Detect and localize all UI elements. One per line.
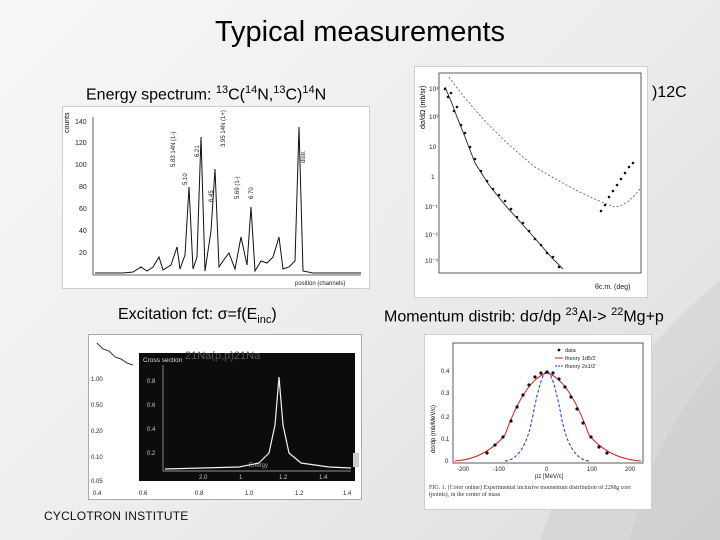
energy-y-tick: 120 (75, 140, 87, 147)
angular-caption-fragment: )12C (652, 84, 687, 101)
excitation-inset-x-tick: 1.4 (319, 475, 328, 481)
momentum-x-tick: 200 (625, 467, 636, 473)
momentum-theory-red (454, 372, 642, 462)
energy-peak-label: 5.10 (183, 173, 189, 185)
excitation-x-tick: 0.4 (93, 491, 102, 497)
energy-y-tick: 80 (79, 184, 87, 191)
footer-institute: CYCLOTRON INSTITUTE (44, 509, 189, 523)
momentum-distribution-chart: dσ/dp (mb/MeV/c) 0.4 0.3 0.2 0.1 0 -200 … (424, 334, 652, 510)
excitation-inset-x-tick: 1.2 (279, 475, 288, 481)
excitation-back-y-tick: 0.05 (91, 479, 103, 485)
excitation-x-tick: 1.4 (343, 491, 352, 497)
excitation-back-y-tick: 0.50 (91, 403, 103, 409)
angular-data-points (443, 87, 635, 269)
energy-y-label: counts (64, 112, 71, 133)
momentum-x-tick: -100 (493, 467, 506, 473)
angular-y-tick: 1 (431, 174, 435, 181)
energy-peak-label: 6.45 (209, 190, 215, 202)
energy-peak-label: 6.70 (249, 187, 255, 199)
momentum-y-label: dσ/dp (mb/MeV/c) (431, 405, 437, 453)
momentum-y-tick: 0 (445, 459, 449, 465)
energy-y-tick: 60 (79, 206, 87, 213)
excitation-inset-y-tick: 0.4 (147, 427, 156, 433)
excitation-x-tick: 1.2 (295, 491, 304, 497)
excitation-function-chart: 1.00 0.50 0.20 0.10 0.05 Cross section 0… (88, 334, 362, 500)
excitation-inset-y-tick: 0.2 (147, 451, 156, 457)
excitation-inset-x-tick: 1 (239, 475, 243, 481)
momentum-legend-item: theory 1d5/2 (565, 356, 596, 362)
excitation-back-y-tick: 0.20 (91, 429, 103, 435)
excitation-inset-x-label: Energy (249, 463, 268, 469)
angular-distribution-chart: dσ/dΩ (mb/sr) 10³ 10² 10 1 10⁻¹ 10⁻² 10⁻… (414, 66, 648, 298)
angular-y-tick: 10³ (429, 86, 439, 93)
energy-peak-label: 6.21 (195, 145, 201, 157)
momentum-x-label: pz [MeV/c] (535, 474, 564, 480)
momentum-legend-item: theory 2s1/2 (565, 364, 595, 370)
energy-peak-label: 5.69 (1-) (235, 176, 241, 199)
energy-spectrum-chart: counts 140 120 100 80 60 40 20 5.83 14N … (62, 106, 370, 289)
energy-peak-label: 5.83 14N (1-) (171, 132, 177, 167)
momentum-y-tick: 0.2 (441, 415, 450, 421)
excitation-inset-title: Cross section (143, 357, 183, 364)
slide-title: Typical measurements (214, 16, 506, 48)
excitation-resonance-curve (164, 376, 352, 470)
angular-y-tick: 10 (429, 144, 437, 151)
momentum-x-tick: 0 (545, 467, 549, 473)
excitation-inset-panel (139, 353, 355, 481)
excitation-back-y-tick: 1.00 (91, 377, 103, 383)
momentum-caption: Momentum distrib: dσ/dp 23Al-> 22Mg+p (384, 306, 664, 326)
angular-fit-curve (444, 86, 564, 270)
energy-peak-label: distr. (301, 150, 307, 163)
angular-y-tick: 10² (429, 114, 439, 121)
momentum-legend: data theory 1d5/2 theory 2s1/2 (555, 348, 596, 370)
excitation-x-tick: 0.8 (195, 491, 204, 497)
angular-dashed-curve (448, 76, 642, 208)
momentum-theory-blue (504, 370, 590, 462)
angular-y-tick: 10⁻² (425, 232, 439, 239)
excitation-inset-y-tick: 0.6 (147, 403, 156, 409)
excitation-x-tick: 0.6 (139, 491, 148, 497)
momentum-y-tick: 0.1 (441, 437, 450, 443)
angular-y-tick: 10⁻³ (425, 258, 439, 265)
energy-spectrum-trace (95, 126, 361, 274)
momentum-y-tick: 0.4 (441, 369, 450, 375)
excitation-inset-y-tick: 0.8 (147, 379, 156, 385)
momentum-data-points (485, 370, 609, 455)
momentum-figure-caption: FIG. 1. (Color online) Experimental incl… (429, 485, 631, 498)
energy-y-tick: 40 (79, 228, 87, 235)
energy-y-tick: 140 (75, 119, 87, 126)
energy-y-tick: 100 (75, 162, 87, 169)
excitation-x-tick: 1.0 (245, 491, 254, 497)
energy-x-label: position (channels) (295, 281, 345, 287)
energy-spectrum-caption: Energy spectrum: 13C(14N,13C)14N (86, 84, 327, 104)
excitation-inset-x-tick: 2.0 (199, 475, 208, 481)
momentum-y-tick: 0.3 (441, 391, 450, 397)
excitation-overlay-caption: 21Na(p,p)21Na (185, 350, 261, 362)
angular-y-tick: 10⁻¹ (425, 204, 439, 211)
energy-y-tick: 20 (79, 250, 87, 257)
angular-y-label: dσ/dΩ (mb/sr) (420, 86, 427, 129)
excitation-caption: Excitation fct: σ=f(Einc) (118, 306, 277, 327)
momentum-legend-item: data (565, 348, 577, 354)
excitation-back-y-tick: 0.10 (91, 455, 103, 461)
angular-x-label: θc.m. (deg) (595, 284, 630, 291)
energy-peak-label: 3.95 14N (1+) (221, 110, 227, 147)
momentum-x-tick: -200 (457, 467, 470, 473)
momentum-x-tick: 100 (587, 467, 598, 473)
